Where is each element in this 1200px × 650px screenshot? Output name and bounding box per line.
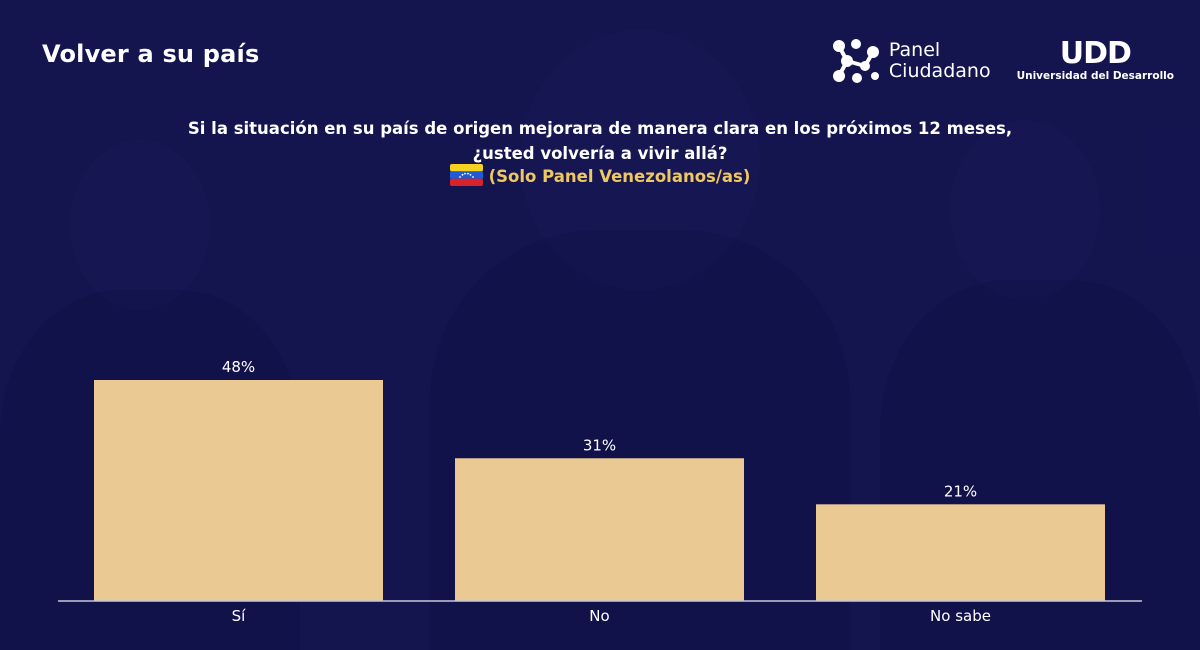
panel-logo-line1: Panel: [888, 39, 941, 61]
labels-group: 48% Sí 31% No 21% No sabe: [222, 358, 991, 625]
page-title: Volver a su país: [42, 40, 260, 68]
bars-group: [94, 380, 1105, 601]
udd-logo-mark: UDD: [1059, 36, 1132, 71]
category-label-2: No sabe: [930, 607, 991, 625]
data-label-2: 21%: [944, 482, 977, 500]
bar-2: [816, 504, 1105, 601]
logo-group: Panel Ciudadano UDD Universidad del Desa…: [831, 38, 1174, 84]
panel-logo-line2: Ciudadano: [888, 60, 991, 82]
panel-ciudadano-logo: Panel Ciudadano: [831, 38, 991, 84]
category-label-0: Sí: [232, 607, 247, 625]
venezuela-flag-icon: [449, 164, 483, 186]
bar-1: [455, 458, 744, 601]
subset-label: (Solo Panel Venezolanos/as): [488, 167, 751, 186]
udd-logo: UDD Universidad del Desarrollo: [1016, 36, 1174, 83]
bar-0: [94, 380, 383, 601]
udd-logo-text: Universidad del Desarrollo: [1016, 70, 1174, 82]
question-text: Si la situación en su país de origen mej…: [0, 116, 1200, 166]
category-label-1: No: [589, 607, 609, 625]
question-line2: ¿usted volvería a vivir allá?: [472, 144, 728, 163]
question-line1: Si la situación en su país de origen mej…: [187, 119, 1013, 138]
data-label-0: 48%: [222, 358, 255, 376]
panel-ciudadano-mark-icon: [832, 39, 879, 83]
subset-note: (Solo Panel Venezolanos/as): [0, 164, 1200, 186]
data-label-1: 31%: [583, 436, 616, 454]
